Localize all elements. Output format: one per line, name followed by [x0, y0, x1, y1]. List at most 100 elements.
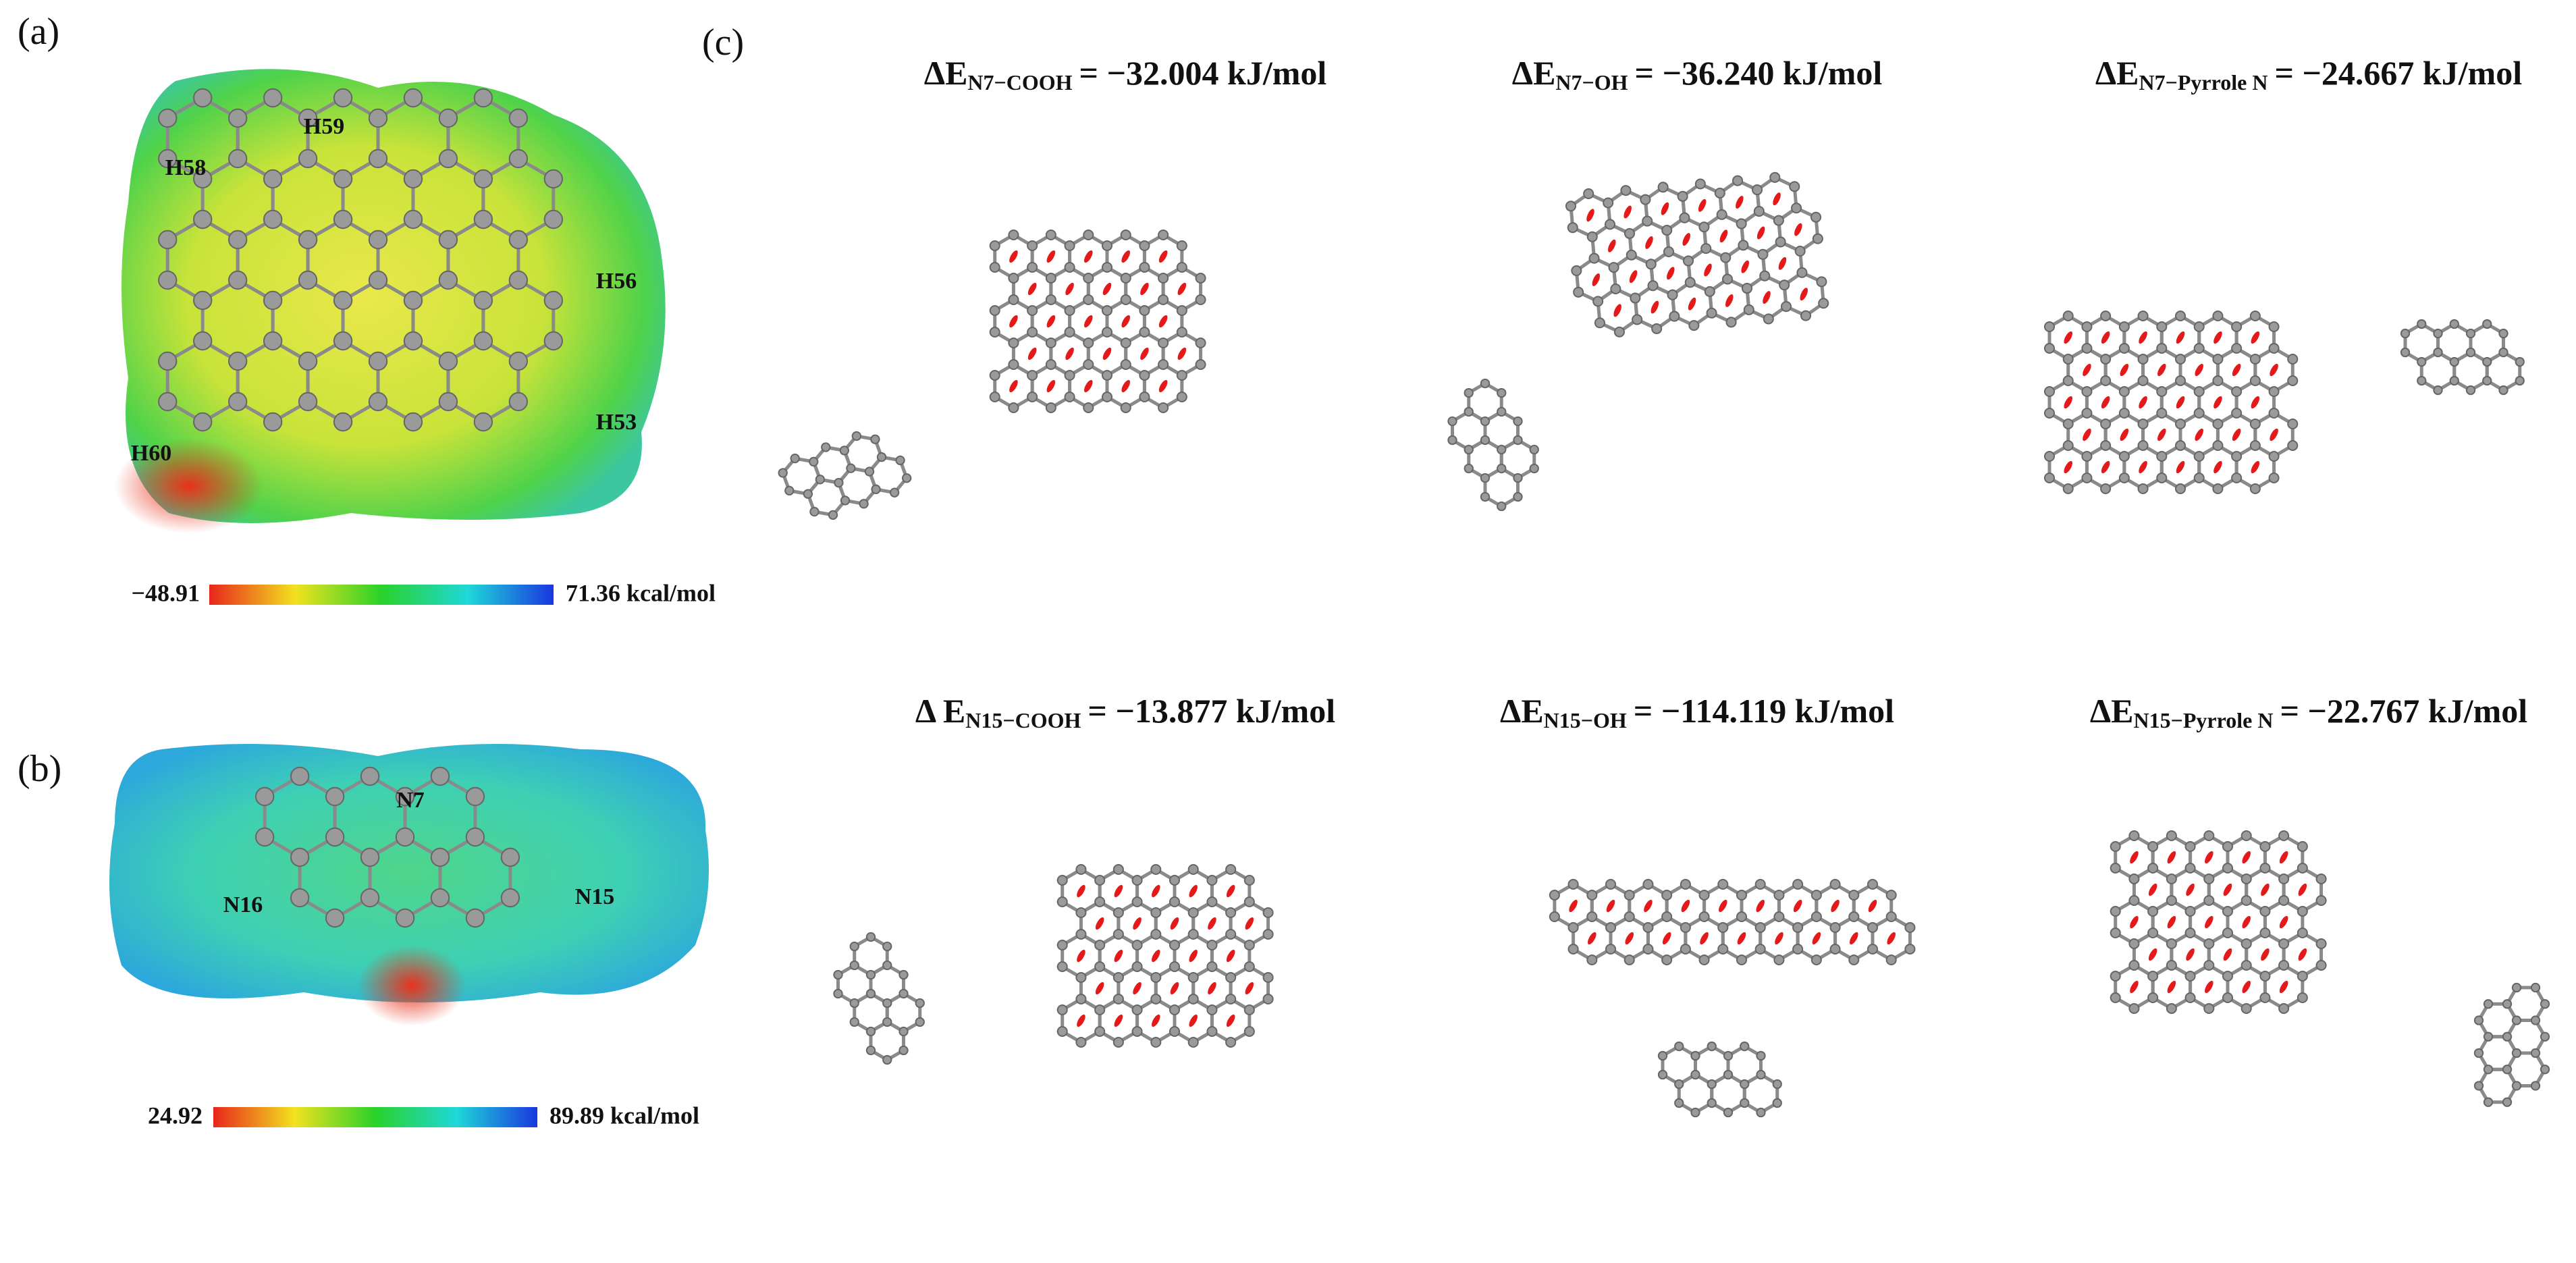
atom [543, 209, 564, 230]
atom [1262, 928, 1274, 940]
atom [2433, 347, 2443, 358]
atom [865, 1045, 876, 1056]
atom [1513, 473, 1523, 483]
atom [1008, 272, 1019, 284]
atom [2137, 483, 2149, 495]
atom [2231, 472, 2243, 484]
interaction-isosurface [1208, 917, 1216, 930]
atom [2110, 840, 2121, 853]
atom [430, 847, 450, 867]
atom [2449, 356, 2459, 367]
atom [1736, 218, 1747, 230]
atom [1717, 943, 1729, 955]
atom [2502, 1097, 2513, 1107]
atom [360, 847, 380, 867]
atom [1549, 911, 1560, 923]
atom [1150, 971, 1162, 984]
atom [158, 270, 178, 290]
atom [1243, 1004, 1255, 1016]
atom [1669, 311, 1680, 322]
atom [2315, 959, 2327, 971]
atom [2259, 992, 2271, 1004]
atom [158, 392, 178, 412]
atom [2417, 375, 2427, 386]
atom [1064, 326, 1075, 338]
atom [1120, 358, 1131, 371]
atom [1867, 878, 1879, 890]
atom [833, 988, 843, 999]
atom [1848, 954, 1860, 966]
atom [1139, 261, 1150, 273]
atom [333, 209, 353, 230]
atom [1610, 283, 1621, 295]
atom [2297, 927, 2308, 939]
atom [2231, 450, 2243, 462]
atom [2515, 356, 2525, 367]
atom [1027, 240, 1038, 252]
interaction-isosurface [2279, 915, 2288, 929]
atom [1169, 896, 1181, 908]
atom [1594, 317, 1605, 329]
atom [2147, 862, 2159, 874]
atom [1779, 279, 1790, 291]
atom [1529, 444, 1539, 455]
interaction-isosurface [2101, 460, 2110, 474]
interaction-isosurface [1152, 1014, 1160, 1027]
atom [1792, 943, 1804, 955]
interaction-isosurface [1681, 899, 1690, 913]
energy-symbol: ΔE [2090, 692, 2134, 730]
atom [2203, 938, 2215, 950]
interaction-isosurface [2139, 331, 2147, 344]
interaction-isosurface [2148, 883, 2157, 896]
atom [1707, 1041, 1717, 1052]
atom [1725, 317, 1737, 328]
interaction-isosurface [1625, 932, 1634, 945]
atom [1139, 369, 1150, 381]
interaction-isosurface [1077, 949, 1085, 963]
atom [1169, 1025, 1181, 1038]
atom [1150, 928, 1162, 940]
atom [1158, 229, 1169, 241]
atom [2212, 418, 2224, 430]
interaction-isosurface [1606, 899, 1615, 913]
atom [1756, 1050, 1766, 1061]
atom [2249, 353, 2261, 365]
atom [1112, 863, 1124, 876]
atom [2118, 342, 2130, 354]
atom [2062, 375, 2074, 387]
interaction-isosurface [1009, 250, 1018, 263]
atom [438, 270, 458, 290]
potential-surface [122, 69, 666, 523]
atom [849, 1017, 859, 1027]
atom [2110, 992, 2121, 1004]
atom [1620, 185, 1632, 196]
atom [2268, 321, 2280, 333]
interaction-isosurface [1084, 315, 1093, 328]
interaction-isosurface [2083, 363, 2091, 377]
atom [1094, 1004, 1106, 1016]
atom [1583, 188, 1594, 200]
atom [1243, 874, 1255, 886]
atom [2540, 1031, 2550, 1042]
atom [882, 960, 892, 971]
atom [1094, 1025, 1106, 1038]
interaction-isosurface [1095, 982, 1104, 995]
atom [864, 466, 875, 477]
atom [2156, 407, 2168, 419]
atom [2278, 959, 2290, 971]
atom [815, 475, 826, 485]
interaction-isosurface [1608, 239, 1616, 252]
atom [2081, 472, 2093, 484]
atom [1112, 1036, 1124, 1048]
atom [2062, 418, 2074, 430]
atom [1752, 184, 1763, 196]
atom [1120, 337, 1131, 349]
atom [1497, 444, 1507, 455]
atom [2278, 830, 2290, 842]
interaction-isosurface [2176, 460, 2185, 474]
atom [2110, 970, 2121, 982]
atom [849, 998, 859, 1009]
atom [1567, 222, 1578, 234]
atom [403, 88, 423, 108]
interaction-isosurface [1613, 304, 1621, 317]
